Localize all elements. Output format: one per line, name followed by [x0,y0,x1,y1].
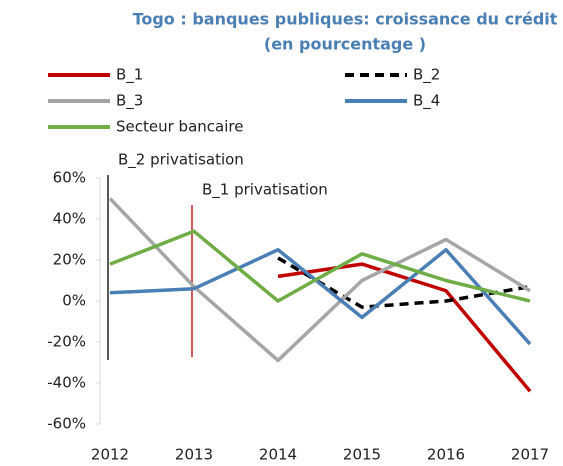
y-tick-label: 20% [53,251,86,269]
y-tick-label: -60% [47,415,86,433]
x-tick-label: 2012 [91,446,129,464]
x-tick-label: 2015 [343,446,381,464]
line-series [108,197,531,363]
chart-title: (en pourcentage ) [264,35,426,54]
legend-label: B_3 [116,92,143,111]
y-tick-label: 40% [53,210,86,228]
x-tick-label: 2013 [175,446,213,464]
line-series [109,248,532,346]
x-tick-label: 2016 [427,446,465,464]
annotation-text: B_2 privatisation [118,151,244,170]
y-tick-label: -40% [47,374,86,392]
y-tick-label: 0% [62,292,86,310]
annotation-text: B_1 privatisation [202,181,328,200]
legend-label: Secteur bancaire [116,118,243,136]
legend-label: B_4 [413,92,440,111]
line-series [109,229,531,303]
legend-label: B_2 [413,66,440,85]
x-tick-label: 2014 [259,446,297,464]
x-tick-label: 2017 [511,446,549,464]
line-series [277,262,532,393]
chart-title: Togo : banques publiques: croissance du … [133,10,558,29]
y-tick-label: 60% [53,169,86,187]
legend-label: B_1 [116,66,143,85]
y-tick-label: -20% [47,333,86,351]
